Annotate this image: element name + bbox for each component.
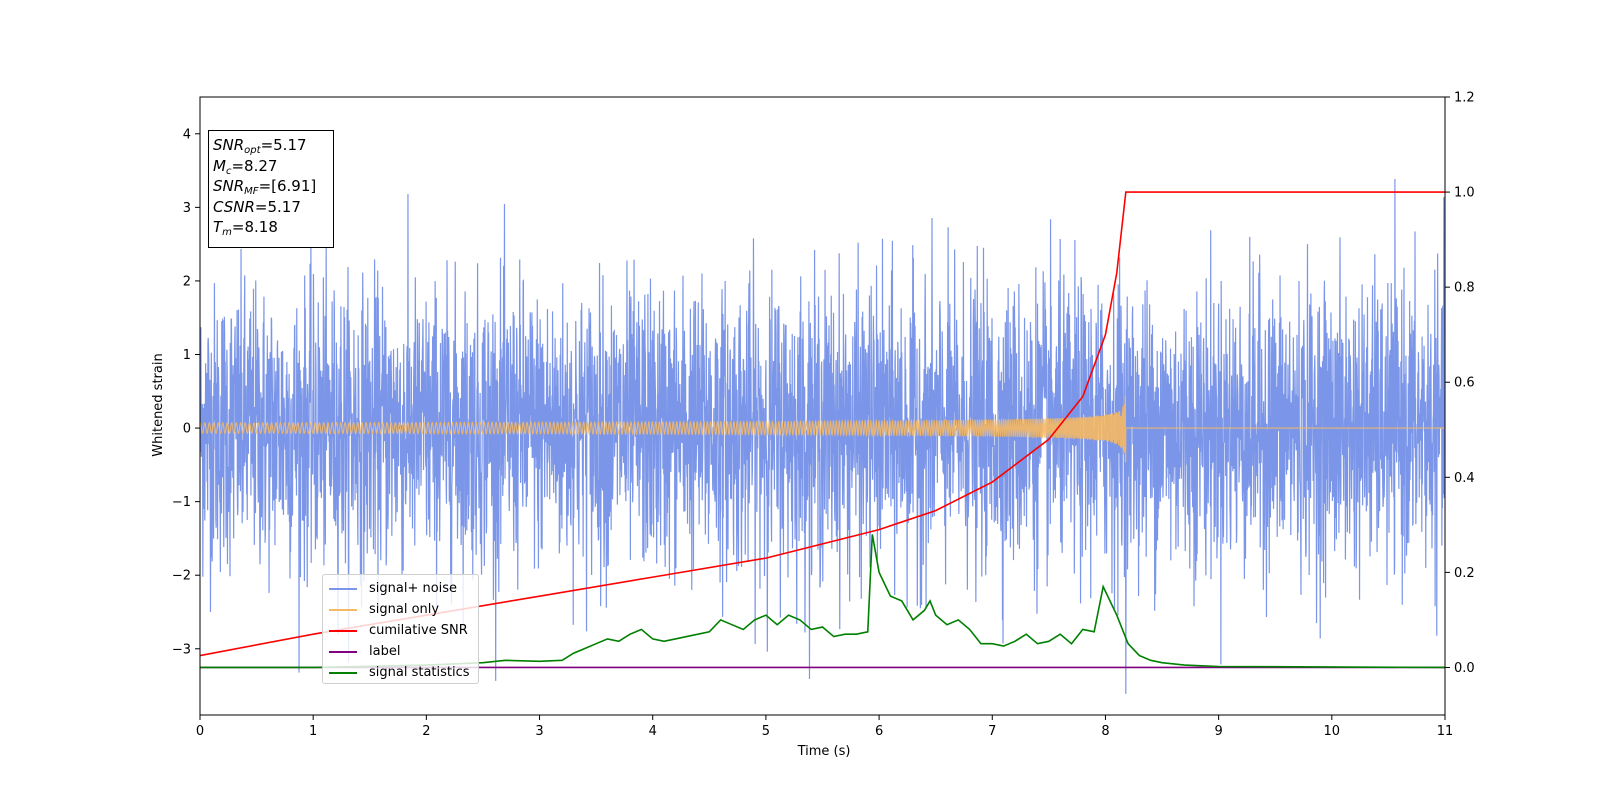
x-axis-label: Time (s) [797, 744, 851, 759]
y-tick-label: −2 [172, 569, 191, 584]
legend-swatch [329, 671, 357, 674]
legend: signal+ noise signal only cumilative SNR… [322, 574, 479, 684]
legend-swatch [329, 629, 357, 632]
y-tick-label: 3 [183, 201, 191, 216]
y-tick-label: 0 [183, 422, 191, 437]
right-y-tick-label: 1.2 [1454, 91, 1475, 106]
right-y-tick-label: 0.0 [1454, 661, 1475, 676]
x-tick-label: 6 [875, 724, 883, 739]
legend-item-cumulative-snr: cumilative SNR [329, 620, 478, 641]
series-signal-statistics-line [200, 534, 1445, 669]
x-tick-label: 3 [535, 724, 543, 739]
right-y-tick-label: 0.6 [1454, 376, 1475, 391]
right-y-tick-label: 0.4 [1454, 471, 1475, 486]
x-tick-label: 2 [422, 724, 430, 739]
x-tick-label: 0 [196, 724, 204, 739]
axes: 0 1 2 3 4 5 6 7 8 9 10 11 −3 −2 −1 0 1 2 3 4 0.0 0.2 0.4 0.6 0.8… [172, 91, 1475, 740]
chirp-mass-annotation: Mc=8.27 [213, 156, 278, 177]
snr-opt-annotation: SNRopt=5.17 [213, 136, 307, 156]
y-tick-label: −1 [172, 495, 191, 510]
x-tick-label: 5 [762, 724, 770, 739]
series-signal-only-line [200, 395, 1445, 463]
right-y-tick-label: 0.8 [1454, 281, 1475, 296]
x-tick-label: 8 [1101, 724, 1109, 739]
legend-item-label: label [329, 641, 478, 662]
y-tick-label: 4 [183, 127, 191, 142]
y-tick-label: −3 [172, 642, 191, 657]
legend-item-signal-noise: signal+ noise [329, 578, 478, 599]
legend-item-signal-only: signal only [329, 599, 478, 620]
y-tick-label: 2 [183, 274, 191, 289]
x-tick-label: 11 [1437, 724, 1454, 739]
right-y-tick-label: 1.0 [1454, 186, 1475, 201]
legend-item-signal-statistics: signal statistics [329, 662, 478, 683]
plot-frame [199, 96, 1446, 716]
right-y-tick-label: 0.2 [1454, 566, 1475, 581]
y-tick-label: 1 [183, 348, 191, 363]
merger-time-annotation: Tm=8.18 [213, 218, 278, 238]
legend-swatch [329, 608, 357, 611]
x-tick-label: 9 [1214, 724, 1222, 739]
stats-annotation-box: SNRopt=5.17 Mc=8.27 SNRMF=[6.91] CSNR=5.… [208, 130, 334, 248]
x-tick-label: 7 [988, 724, 996, 739]
x-tick-label: 1 [309, 724, 317, 739]
snr-mf-annotation: SNRMF=[6.91] [213, 177, 317, 197]
csnr-annotation: CSNR=5.17 [213, 197, 301, 216]
legend-swatch [329, 587, 357, 590]
x-tick-label: 4 [649, 724, 657, 739]
y-axis-label: Whitened strain [151, 353, 166, 456]
x-tick-label: 10 [1324, 724, 1341, 739]
legend-swatch [329, 650, 357, 653]
